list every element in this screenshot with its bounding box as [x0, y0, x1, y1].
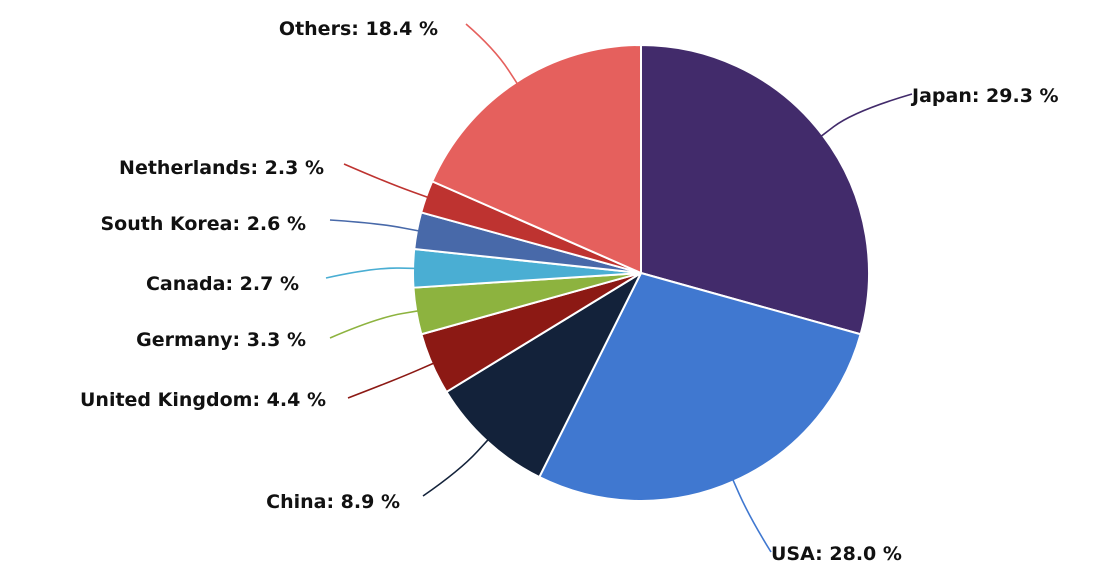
data-label-usa: USA: 28.0 %: [771, 543, 902, 565]
connector-canada: [325, 267, 417, 279]
data-label-others: Others: 18.4 %: [279, 18, 438, 40]
data-label-canada: Canada: 2.7 %: [146, 273, 299, 295]
data-label-china: China: 8.9 %: [266, 491, 400, 513]
data-label-netherlands: Netherlands: 2.3 %: [119, 157, 324, 179]
data-label-united-kingdom: United Kingdom: 4.4 %: [80, 389, 326, 411]
connector-south-korea: [329, 219, 421, 232]
connector-united-kingdom: [347, 362, 436, 399]
connector-germany: [329, 309, 420, 339]
data-label-south-korea: South Korea: 2.6 %: [100, 213, 306, 235]
pie-slices: [412, 44, 870, 502]
connector-others: [465, 23, 519, 86]
connector-japan: [819, 93, 913, 138]
connector-usa: [731, 478, 772, 553]
data-labels: Japan: 29.3 % USA: 28.0 % China: 8.9 % Unit…: [80, 18, 1059, 565]
data-label-japan: Japan: 29.3 %: [910, 85, 1059, 107]
label-connectors: [325, 23, 913, 553]
connector-netherlands: [343, 163, 430, 199]
data-label-germany: Germany: 3.3 %: [136, 329, 306, 351]
connector-china: [422, 438, 490, 497]
